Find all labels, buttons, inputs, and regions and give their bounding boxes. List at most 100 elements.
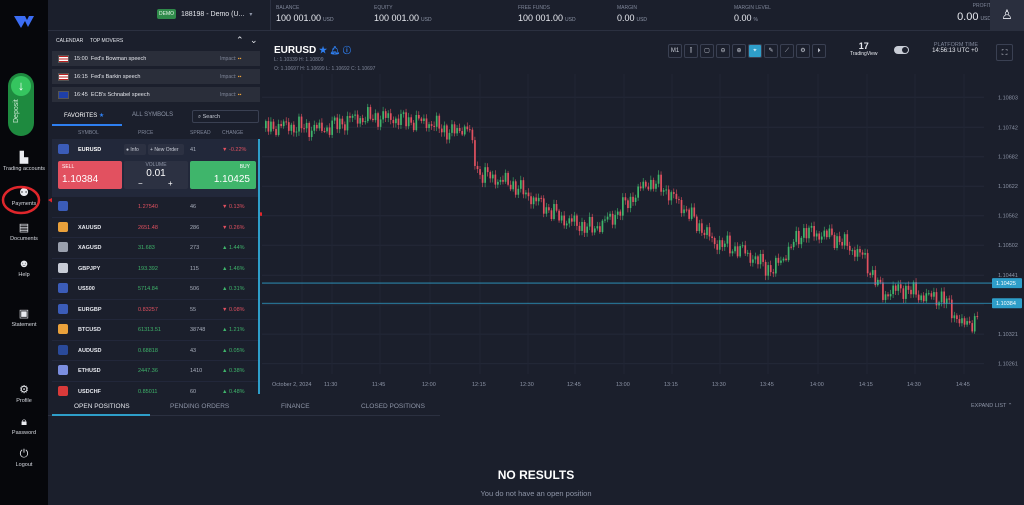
price-chart[interactable]: 1.10803 1.10742 1.10682 1.10622 1.10562 1.105… [262,74,1024,394]
candle-body [616,211,619,215]
symbol-row[interactable]: EURGBP 0.83257 55 ▼ 0.08% [52,298,260,320]
volume-plus-button[interactable]: + [168,179,173,188]
info-icon[interactable]: ⓘ [342,46,351,55]
chevron-up-icon[interactable]: ⌃ [236,35,244,45]
symbol-spread: 273 [190,245,200,251]
annotation-circle [1,185,41,215]
star-icon[interactable]: ★ [319,45,328,55]
stat-unit: USD [323,17,334,23]
candle-body [573,215,576,222]
candle-body [367,107,369,122]
zoom-out-icon[interactable]: ⊖ [716,44,730,58]
symbol-row[interactable]: US500 5714.84 506 ▲ 0.31% [52,278,260,299]
candle-body [423,118,425,121]
deposit-button[interactable]: ↓ Deposit [8,73,34,136]
chevron-up-icon: ⌃ [1007,403,1013,409]
candle-body [571,218,573,222]
new-order-button[interactable]: + New Order [148,144,184,155]
search-input[interactable]: ⌕ Search [192,110,259,123]
candle-body [637,186,639,198]
sell-button[interactable]: SELL 1.10384 [58,161,122,189]
chart-symbol-title: EURUSD ★ 🔔︎ ⓘ [274,45,351,56]
sidebar-item-payments[interactable]: ⚉ Payments [0,187,48,207]
tradingview-toggle[interactable] [894,46,909,54]
candle-body [300,116,303,129]
candle-body [762,253,764,262]
sidebar-item-profile[interactable]: ⚙ Profile [0,384,48,404]
tab-finance[interactable]: FINANCE [281,403,310,410]
candle-body [333,117,336,121]
rectangle-icon[interactable]: ▢ [700,44,714,58]
candle-body [507,172,509,185]
sidebar-item-password[interactable]: 🔒︎ Password [0,416,48,436]
sidebar-item-trading-accounts[interactable]: ▙ Trading accounts [0,152,48,172]
chevron-down-icon[interactable]: ⌄ [250,35,258,45]
calendar-event[interactable]: 16:45 ECB's Schnabel speech Impact: ▪▪ [52,86,260,102]
crosshair-icon[interactable]: ⌖ [748,44,762,58]
chart-type-icon[interactable]: ⫿ [684,44,698,58]
symbol-row[interactable]: 1.27540 46 ▼ 0.13% [52,196,260,217]
tab-closed-positions[interactable]: CLOSED POSITIONS [361,403,425,410]
pencil-icon[interactable]: ✎ [764,44,778,58]
sidebar-item-documents[interactable]: ▤ Documents [0,222,48,242]
volume-value[interactable]: 0.01 [146,168,166,179]
sidebar-item-statement[interactable]: ▣ Statement [0,308,48,328]
tab-all-symbols[interactable]: ALL SYMBOLS [132,112,174,118]
candle-body [374,113,377,121]
symbol-row[interactable]: XAUUSD 2651.48 286 ▼ 0.26% [52,216,260,238]
zoom-in-icon[interactable]: ⊕ [732,44,746,58]
symbol-row[interactable]: AUDUSD 0.68818 43 ▲ 0.05% [52,339,260,361]
user-account-button[interactable]: ♙ [990,0,1024,31]
calendar-event[interactable]: 15:00 Fed's Bowman speech Impact: ▪▪ [52,50,260,66]
candle-body [280,124,282,127]
stat-free-funds: FREE FUNDS 100 001.00 USD [518,5,576,23]
tab-open-positions[interactable]: OPEN POSITIONS [74,403,130,410]
buy-button[interactable]: BUY 1.10425 [190,161,256,189]
bar-chart-icon: ▙ [19,152,29,164]
symbol-row[interactable]: USDCHF 0.85011 60 ▲ 0.48% [52,380,260,402]
time-axis-label: 14:15 [859,382,873,388]
candle-body [601,220,604,233]
candle-body [647,186,650,190]
candle-body [652,179,655,189]
candle-body [879,279,882,283]
candle-body [461,131,464,135]
account-selector[interactable]: DEMO 188198 - Demo (U... ▾ [157,9,252,21]
tab-favorites[interactable]: FAVORITES ★ [64,112,104,119]
symbol-row[interactable]: GBPJPY 193.392 115 ▲ 1.46% [52,257,260,279]
candle-body [894,285,897,291]
info-icon: ● [126,147,130,153]
replay-icon[interactable]: ⏵ [812,44,826,58]
settings-icon[interactable]: ⚙ [796,44,810,58]
symbol-row[interactable]: XAGUSD 31.683 273 ▲ 1.44% [52,237,260,258]
volume-stepper[interactable]: VOLUME 0.01 − + [124,161,188,189]
symbol-row[interactable]: BTCUSD 61313.51 38748 ▲ 1.21% [52,319,260,340]
column-header: CHANGE [222,130,244,136]
sidebar-item-logout[interactable]: ⏻ Logout [0,448,48,468]
time-axis-label: 13:15 [664,382,678,388]
calendar-event[interactable]: 16:15 Fed's Barkin speech Impact: ▪▪ [52,68,260,84]
tab-top-movers[interactable]: TOP MOVERS [90,38,124,44]
statement-icon: ▣ [18,308,30,320]
selected-symbol-row[interactable]: EURUSD ● Info + New Order 41 ▼ -0.22% SE… [52,139,260,196]
candle-body [716,244,719,250]
tab-pending-orders[interactable]: PENDING ORDERS [170,403,230,410]
candle-body [479,169,481,175]
info-button[interactable]: ● Info [124,144,146,155]
time-axis-label: 13:45 [760,382,774,388]
expand-list-button[interactable]: EXPAND LIST ⌃ [971,403,1012,409]
symbol-spread: 38748 [190,327,206,333]
sidebar-item-help[interactable]: ☻ Help [0,258,48,278]
volume-minus-button[interactable]: − [138,179,143,188]
tab-calendar[interactable]: CALENDAR [56,38,84,44]
symbol-price: 31.683 [138,245,155,251]
ruler-icon[interactable]: ⟋ [780,44,794,58]
fullscreen-icon[interactable]: ⛶ [996,44,1013,61]
sidebar-item-label: Payments [11,201,37,207]
symbol-spread: 46 [190,204,197,210]
bell-icon[interactable]: 🔔︎ [329,46,341,55]
symbol-name: AUDUSD [78,347,102,354]
scrollbar[interactable] [258,139,260,394]
symbol-row[interactable]: ETHUSD 2447.36 1410 ▲ 0.38% [52,360,260,381]
timeframe-button[interactable]: M1 [668,44,682,58]
